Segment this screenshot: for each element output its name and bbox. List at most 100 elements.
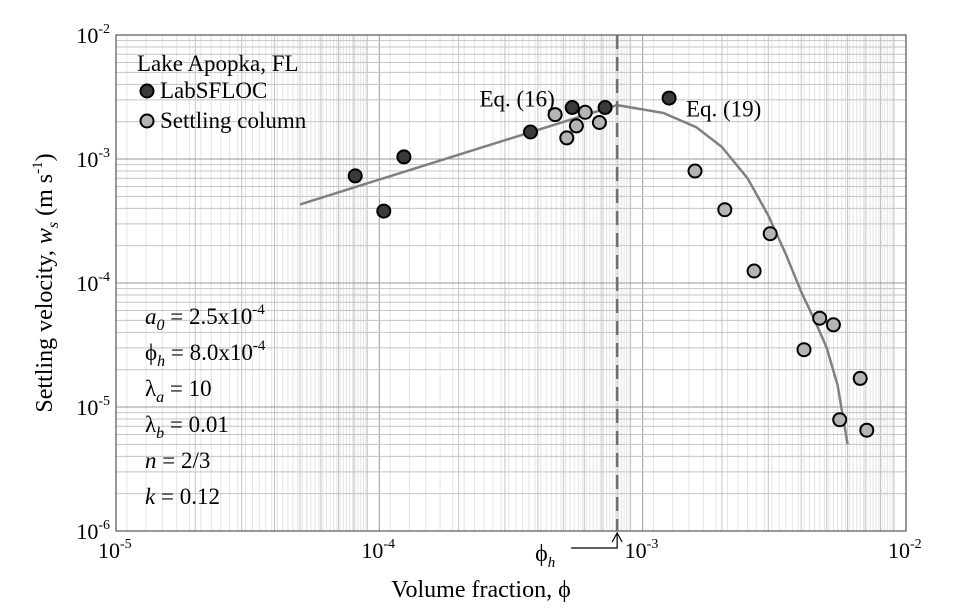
labsfloc-point <box>523 124 538 140</box>
x-tick-exponent: -2 <box>910 537 922 552</box>
y-tick-label: 10-3 <box>76 146 110 172</box>
plot-frame <box>115 34 907 532</box>
phi-h-arrow-line <box>571 534 618 549</box>
legend-marker <box>139 113 155 129</box>
phi-h-label: ϕh <box>535 541 555 571</box>
parameter-subscript: b <box>156 425 164 442</box>
parameter-symbol: ϕ <box>145 340 157 365</box>
parameter-line: λa = 10 <box>145 376 212 406</box>
parameter-line: a0 = 2.5x10-4 <box>145 302 265 334</box>
parameter-symbol: λ <box>145 412 157 437</box>
legend-entry-label: LabSFLOC <box>160 78 267 103</box>
settling-column-point <box>717 202 733 218</box>
settling-column-point <box>559 130 575 146</box>
parameter-value: = 0.12 <box>155 484 220 509</box>
y-axis-label: Settling velocity, ws (m s-1) <box>30 153 62 412</box>
phi-h-subscript: h <box>548 555 556 571</box>
x-tick-base: 10 <box>98 538 120 563</box>
parameter-line: ϕh = 8.0x10-4 <box>145 338 266 370</box>
settling-column-point <box>591 115 607 130</box>
labsfloc-point <box>564 100 580 115</box>
fit-curve-eq19 <box>616 103 849 445</box>
settling-column-point <box>832 412 848 428</box>
y-label-unit-exponent: -1 <box>30 161 46 174</box>
y-label-subscript: s <box>45 222 62 228</box>
phi-h-symbol: ϕ <box>535 541 548 567</box>
grid <box>115 35 906 532</box>
parameter-symbol: k <box>145 484 156 509</box>
settling-column-point <box>796 342 812 358</box>
y-tick-label: 10-6 <box>76 518 110 544</box>
legend-marker <box>139 83 155 99</box>
legend-title: Lake Apopka, FL <box>137 51 299 76</box>
y-tick-label: 10-2 <box>76 22 110 48</box>
parameter-exponent: -4 <box>252 302 265 318</box>
settling-column-point <box>825 317 841 333</box>
phi-h-marker: ϕh <box>535 35 623 571</box>
y-tick-exponent: -5 <box>98 394 110 409</box>
x-axis-label: Volume fraction, ϕ <box>391 577 570 603</box>
settling-column-point <box>568 118 584 134</box>
x-tick-base: 10 <box>361 538 383 563</box>
y-axis-ticks: 10-610-510-410-310-2 <box>76 22 110 544</box>
legend-entry-label: Settling column <box>160 108 307 133</box>
parameter-subscript: a <box>156 389 164 406</box>
y-tick-base: 10 <box>76 519 98 544</box>
parameter-line: n = 2/3 <box>145 448 210 473</box>
parameter-value: = 10 <box>164 376 211 401</box>
x-tick-label: 10-3 <box>625 537 659 563</box>
settling-column-point <box>762 226 778 242</box>
x-tick-exponent: -5 <box>120 537 132 552</box>
parameter-symbol: λ <box>145 376 157 401</box>
settling-column-point <box>859 422 875 438</box>
settling-column-point <box>746 263 762 279</box>
parameter-value: = 8.0x10 <box>165 340 253 365</box>
settling-column-point <box>547 107 563 123</box>
settling-column-point <box>812 310 828 326</box>
parameter-line: λb = 0.01 <box>145 412 229 442</box>
parameter-symbol: n <box>145 448 157 473</box>
y-label-variable: w <box>32 228 58 244</box>
x-tick-label: 10-4 <box>361 537 395 563</box>
parameter-value: = 2/3 <box>157 448 211 473</box>
labsfloc-point <box>376 203 392 219</box>
axis-labels: Volume fraction, ϕ Settling velocity, ws … <box>30 153 571 603</box>
y-tick-base: 10 <box>76 395 98 420</box>
y-tick-base: 10 <box>76 147 98 172</box>
labsfloc-point <box>597 100 613 115</box>
labsfloc-point <box>347 168 363 184</box>
y-tick-exponent: -3 <box>98 146 110 161</box>
parameter-subscript: h <box>157 353 165 370</box>
x-tick-base: 10 <box>625 538 647 563</box>
fit-curve-eq16 <box>299 103 618 206</box>
x-tick-label: 10-2 <box>888 537 922 563</box>
y-tick-base: 10 <box>76 271 98 296</box>
y-tick-exponent: -2 <box>98 22 110 37</box>
parameter-value: = 2.5x10 <box>165 304 253 329</box>
y-tick-base: 10 <box>76 23 98 48</box>
fit-curve-label: Eq. (19) <box>686 97 761 122</box>
parameter-value: = 0.01 <box>164 412 229 437</box>
y-label-unit: (m s <box>32 174 58 222</box>
y-tick-exponent: -4 <box>98 270 110 285</box>
labsfloc-point <box>661 90 677 106</box>
settling-column-point <box>687 163 703 179</box>
parameter-symbol: a <box>145 304 157 329</box>
parameter-exponent: -4 <box>253 338 266 354</box>
fit-curve-label: Eq. (16) <box>479 87 554 112</box>
parameter-subscript: 0 <box>157 317 165 334</box>
x-tick-label: 10-5 <box>98 537 132 563</box>
parameter-line: k = 0.12 <box>145 484 220 509</box>
y-label-prefix: Settling velocity, <box>32 244 58 412</box>
y-tick-label: 10-4 <box>76 270 110 296</box>
y-tick-exponent: -6 <box>98 518 110 533</box>
phi-h-arrow-head <box>611 531 623 543</box>
x-tick-exponent: -4 <box>383 537 395 552</box>
y-tick-label: 10-5 <box>76 394 110 420</box>
data-points <box>347 90 875 438</box>
x-tick-base: 10 <box>888 538 910 563</box>
y-label-unit-close: ) <box>32 153 58 161</box>
